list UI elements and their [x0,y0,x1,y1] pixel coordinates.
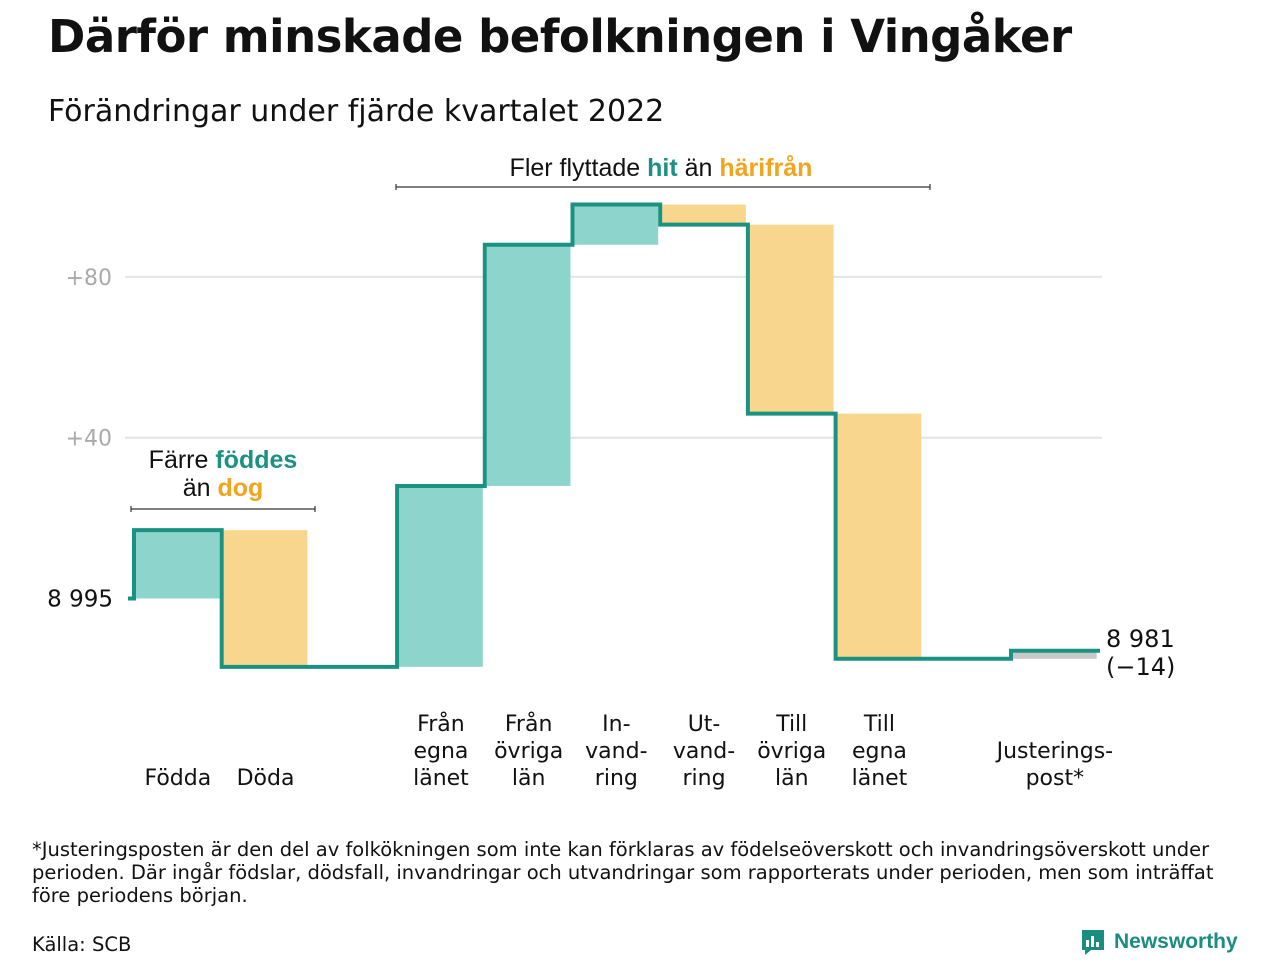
category-label: In- [602,712,630,737]
start-value-label: 8 995 [47,587,113,613]
category-label: Justerings- [995,739,1114,764]
annotation-text-part: hit [647,154,678,182]
category-label: Döda [237,766,295,791]
end-change-label: (−14) [1106,653,1175,681]
category-label: egna [852,739,907,764]
annotation-text-part: Färre [149,446,216,474]
y-tick-label: +80 [66,266,112,291]
annotation-text-part: än [678,154,720,182]
category-label: post* [1026,766,1085,791]
category-label: vand- [585,739,647,764]
waterfall-bar [749,224,834,414]
cumulative-line [128,202,1100,669]
category-label: länet [413,766,469,791]
category-label: Till [863,712,895,737]
category-label: egna [413,739,468,764]
category-label: ring [595,766,638,791]
y-tick-label: +40 [66,427,112,452]
chart-title: Därför minskade befolkningen i Vingåker [48,10,1072,63]
category-label: Födda [144,766,211,791]
brand-name: Newsworthy [1114,930,1238,953]
waterfall-bar [399,485,483,667]
bar-layer [136,204,1097,667]
annotation-text: Färre föddes [149,446,298,474]
waterfall-bar [1013,650,1097,659]
newsworthy-logo-icon [1082,930,1104,955]
annotation-text-part: än [183,474,218,502]
annotation-text: Fler flyttade hit än härifrån [510,154,813,182]
annotation-text-part: föddes [215,446,297,474]
end-value-label: 8 981 [1106,625,1175,653]
waterfall-bar [837,413,922,659]
annotation-text-part: dog [217,474,263,502]
category-label: Från [417,711,465,737]
waterfall-chart: +40+80 Födda DödaFrånegnalänetFrånövrigal… [47,154,1175,792]
label-layer: Födda DödaFrånegnalänetFrånövrigalänIn-va… [47,587,1175,792]
category-label: Till [775,712,807,737]
brand-logo: Newsworthy [1080,928,1238,956]
category-label: Ut- [688,712,721,737]
category-label: län [512,766,546,791]
category-label: övriga [757,739,826,764]
category-label: vand- [673,739,735,764]
waterfall-bar [136,530,220,599]
category-label: Från [505,711,553,737]
waterfall-bar [662,204,746,225]
waterfall-bar [574,204,659,245]
category-label: länet [852,766,908,791]
line-layer [128,202,1100,669]
category-label: övriga [494,739,563,764]
chart-subtitle: Förändringar under fjärde kvartalet 2022 [48,94,665,129]
annotation-text-part: härifrån [719,154,812,182]
footnote: *Justeringsposten är den del av folkökni… [32,838,1214,907]
annotation-text-part: Fler flyttade [510,154,648,182]
waterfall-bar [486,244,571,486]
waterfall-bar [223,530,308,667]
annotation-text: än dog [183,474,264,502]
category-label: län [775,766,809,791]
category-label: ring [683,766,726,791]
grid-layer: +40 +80 [66,266,1102,452]
source-note: Källa: SCB [32,933,132,956]
